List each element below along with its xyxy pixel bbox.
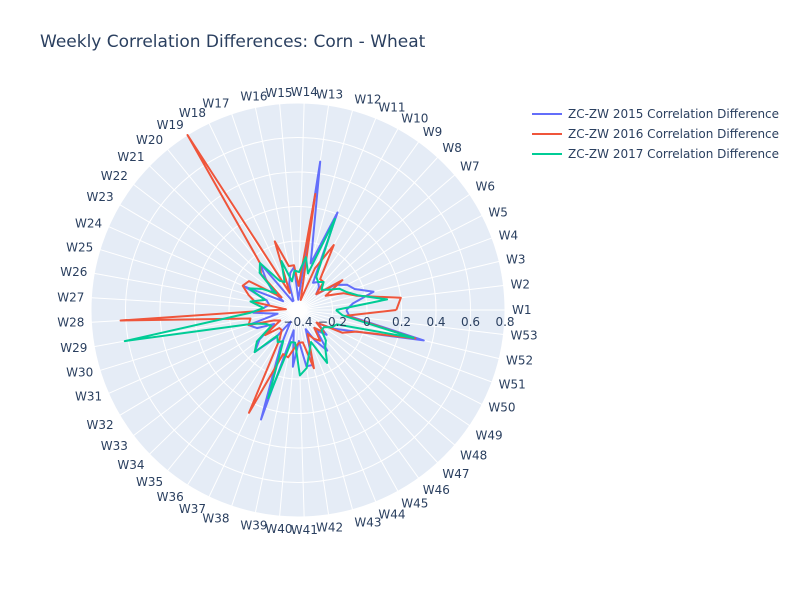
radial-tick-label: 0.6 [461, 315, 480, 329]
legend-label-2015: ZC-ZW 2015 Correlation Difference [568, 107, 780, 121]
angular-tick-label: W41 [291, 523, 318, 537]
radial-tick-label: 0.4 [426, 315, 445, 329]
legend-swatch-2016 [532, 133, 562, 135]
angular-grid-spoke [297, 103, 305, 311]
angular-grid-spoke [297, 174, 456, 311]
angular-tick-label: W17 [202, 96, 229, 110]
angular-grid-spoke [297, 237, 493, 311]
radial-tick-label: 0.2 [392, 315, 411, 329]
angular-tick-label: W7 [460, 159, 480, 173]
series-line-2[interactable] [123, 217, 415, 400]
angular-tick-label: W44 [378, 507, 405, 521]
angular-tick-label: W46 [423, 483, 450, 497]
angular-tick-label: W40 [265, 522, 292, 536]
angular-tick-label: W10 [401, 112, 428, 126]
angular-tick-label: W32 [87, 418, 114, 432]
angular-tick-label: W35 [136, 475, 163, 489]
angular-tick-label: W28 [57, 316, 84, 330]
angular-tick-label: W16 [240, 90, 267, 104]
angular-grid-spoke [149, 309, 299, 455]
angular-tick-label: W45 [401, 496, 428, 510]
angular-tick-label: W13 [316, 87, 343, 101]
angular-tick-label: W34 [117, 458, 144, 472]
angular-tick-label: W9 [423, 125, 443, 139]
radial-axis-labels: −0.4 −0.2 0 0.2 0.4 0.6 0.8 [283, 315, 514, 329]
radial-tick-label: −0.4 [283, 315, 312, 329]
angular-grid-spoke [119, 309, 299, 416]
legend-label-2017: ZC-ZW 2017 Correlation Difference [568, 147, 780, 161]
angular-tick-label: W14 [291, 85, 318, 99]
angular-grid-spoke [297, 309, 500, 360]
angular-tick-label: W39 [240, 518, 267, 532]
angular-tick-label: W51 [499, 378, 526, 392]
angular-tick-label: W6 [476, 179, 496, 193]
angular-tick-label: W26 [60, 265, 87, 279]
angular-grid-spoke [297, 309, 493, 383]
series-line-1[interactable] [119, 134, 417, 414]
angular-tick-label: W20 [136, 133, 163, 147]
chart-title: Weekly Correlation Differences: Corn - W… [40, 32, 426, 52]
angular-tick-label: W12 [354, 93, 381, 107]
angular-tick-label: W30 [66, 366, 93, 380]
legend-swatch-2017 [532, 153, 562, 155]
angular-tick-label: W8 [442, 141, 462, 155]
angular-grid-spoke [119, 204, 299, 311]
angular-tick-label: W48 [460, 449, 487, 463]
angular-grid-spoke [297, 309, 504, 335]
angular-grid-spoke [108, 226, 299, 311]
angular-tick-label: W53 [511, 328, 538, 342]
legend-label-2016: ZC-ZW 2016 Correlation Difference [568, 127, 780, 141]
angular-tick-label: W38 [202, 512, 229, 526]
angular-tick-label: W22 [101, 169, 128, 183]
legend-item-2015[interactable]: ZC-ZW 2015 Correlation Difference [532, 104, 779, 124]
radial-tick-label: 0 [363, 315, 371, 329]
angular-tick-label: W1 [512, 303, 532, 317]
angular-tick-label: W36 [157, 490, 184, 504]
angular-tick-label: W19 [157, 118, 184, 132]
angular-tick-label: W18 [179, 106, 206, 120]
angular-tick-label: W29 [60, 341, 87, 355]
angular-grid-spoke [231, 113, 299, 311]
legend-item-2016[interactable]: ZC-ZW 2016 Correlation Difference [532, 124, 779, 144]
angular-tick-label: W37 [179, 502, 206, 516]
angular-tick-label: W42 [316, 521, 343, 535]
angular-tick-label: W27 [57, 290, 84, 304]
legend: ZC-ZW 2015 Correlation Difference ZC-ZW … [532, 104, 779, 164]
angular-grid-spoke [297, 260, 500, 311]
angular-tick-label: W15 [265, 86, 292, 100]
angular-tick-label: W3 [506, 253, 526, 267]
radial-tick-label: 0.8 [495, 315, 514, 329]
angular-grid-spoke [149, 165, 299, 311]
angular-tick-label: W21 [117, 150, 144, 164]
series-layer [119, 134, 425, 421]
angular-tick-label: W43 [354, 515, 381, 529]
angular-grid-spoke [99, 309, 299, 371]
angular-grid-spoke [297, 309, 483, 405]
angular-tick-label: W23 [87, 190, 114, 204]
radial-tick-label: −0.2 [318, 315, 347, 329]
angular-tick-label: W2 [511, 278, 531, 292]
angular-tick-label: W50 [488, 401, 515, 415]
angular-tick-label: W33 [101, 439, 128, 453]
legend-item-2017[interactable]: ZC-ZW 2017 Correlation Difference [532, 144, 779, 164]
angular-grid-spoke [297, 309, 470, 427]
angular-grid-spoke [297, 110, 354, 311]
angular-tick-label: W25 [66, 241, 93, 255]
angular-tick-label: W11 [378, 101, 405, 115]
angular-tick-label: W49 [476, 429, 503, 443]
angular-tick-label: W47 [442, 467, 469, 481]
legend-swatch-2015 [532, 113, 562, 115]
angular-grid-spoke [297, 309, 354, 510]
angular-tick-label: W4 [499, 229, 518, 243]
angular-tick-label: W24 [75, 217, 102, 231]
angular-tick-label: W31 [75, 389, 102, 403]
angular-tick-label: W52 [506, 353, 533, 367]
angular-tick-label: W5 [488, 205, 508, 219]
angular-grid-spoke [297, 309, 439, 464]
